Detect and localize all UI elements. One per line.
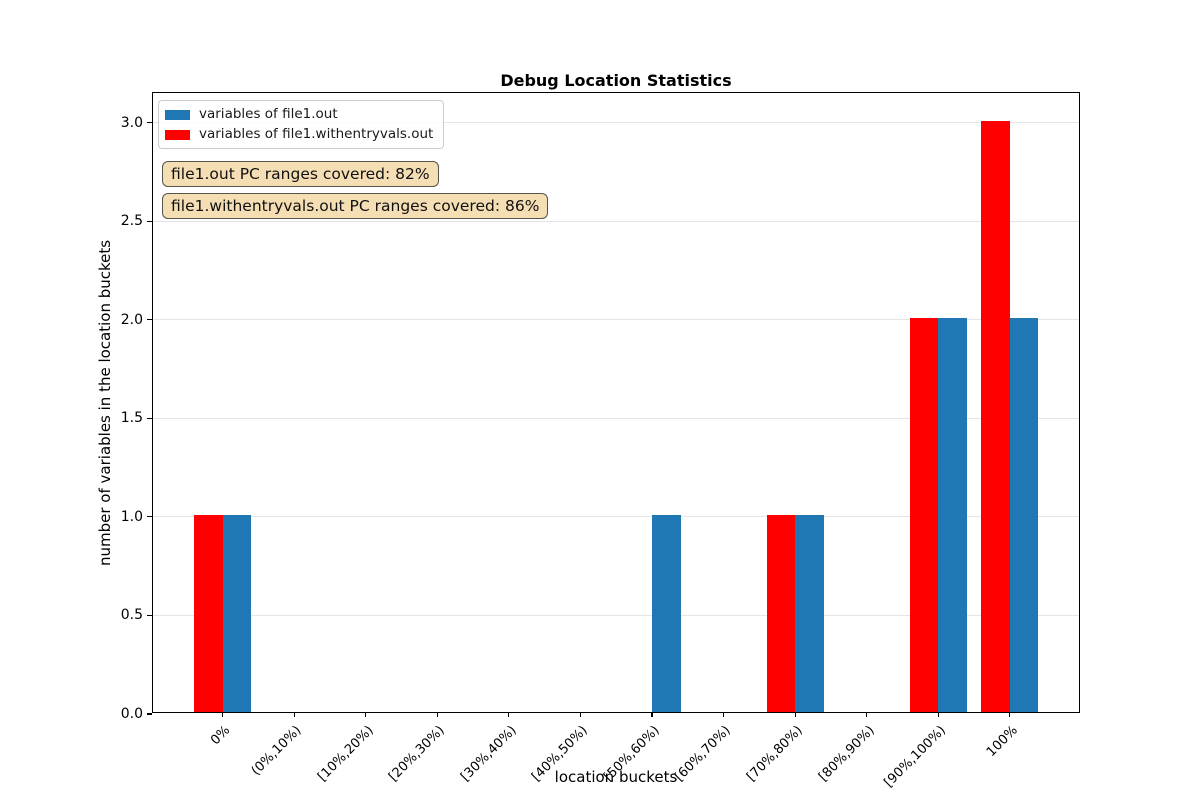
legend: variables of file1.out variables of file1… (158, 100, 445, 149)
x-tick-mark (579, 712, 582, 717)
x-tick-mark (508, 712, 510, 717)
gridline (153, 319, 1079, 321)
gridline (153, 122, 1079, 124)
pc-coverage-annotation: file1.out PC ranges covered: 82% (162, 161, 439, 187)
bar-series0-100% (1009, 317, 1039, 712)
bar-series1-[90%,100%) (909, 317, 939, 712)
chart-title: Debug Location Statistics (500, 71, 732, 90)
x-tick-mark (651, 712, 653, 717)
y-tick-label: 2.0 (120, 311, 143, 328)
bar-series1-100% (981, 120, 1010, 712)
gridline (153, 614, 1079, 616)
bar-series1-0% (194, 514, 223, 712)
y-tick-mark (147, 713, 152, 715)
plot-area: 0.0 0.5 1.0 1.5 2.0 2.5 3.0 0% (0%,10%) [10%,20%… (121, 92, 1080, 790)
legend-label: variables of file1.withentryvals.out (199, 126, 434, 142)
x-tick-mark (794, 712, 796, 717)
gridline (153, 516, 1079, 518)
y-tick-label: 0.5 (120, 607, 143, 624)
bar-series0-[70%,80%) (795, 514, 824, 712)
y-tick-mark (147, 319, 152, 321)
y-tick-label: 0.0 (120, 706, 143, 722)
gridline (153, 220, 1079, 222)
x-tick-mark (436, 712, 438, 717)
bar-series0-[90%,100%) (938, 317, 967, 712)
y-tick-mark (147, 121, 152, 124)
x-tick-mark (365, 712, 367, 717)
y-tick-label: 2.5 (120, 213, 143, 230)
legend-swatch (165, 129, 190, 140)
y-tick-mark (147, 417, 152, 419)
x-axis-label: location buckets (554, 768, 678, 786)
legend-swatch (165, 109, 190, 120)
x-tick-mark (222, 712, 224, 717)
x-tick-label-text: 100% (983, 723, 1021, 760)
legend-row: variables of file1.withentryvals.out (165, 127, 433, 142)
bar-series0-[50%,60%) (652, 514, 681, 712)
legend-row: variables of file1.out (165, 107, 433, 122)
gridline (153, 417, 1079, 419)
legend-label: variables of file1.out (199, 106, 338, 122)
y-tick-mark (147, 220, 152, 222)
y-tick-label: 1.0 (120, 508, 143, 525)
x-tick-mark (722, 712, 725, 717)
x-tick-mark (866, 712, 868, 717)
bar-series0-0% (222, 514, 252, 712)
annotations-group: file1.out PC ranges covered: 82% file1.wi… (162, 161, 549, 219)
y-tick-label: 3.0 (120, 114, 143, 131)
pc-coverage-annotation: file1.withentryvals.out PC ranges covere… (162, 193, 549, 219)
x-tick-mark (293, 712, 295, 717)
bar-series1-[70%,80%) (766, 514, 796, 712)
y-tick-label: 1.5 (120, 410, 143, 427)
x-tick-mark (1009, 712, 1011, 717)
y-tick-mark (147, 516, 152, 518)
x-tick-mark (937, 712, 939, 717)
x-tick-label-text: 0% (208, 723, 234, 749)
y-tick-mark (147, 614, 152, 617)
